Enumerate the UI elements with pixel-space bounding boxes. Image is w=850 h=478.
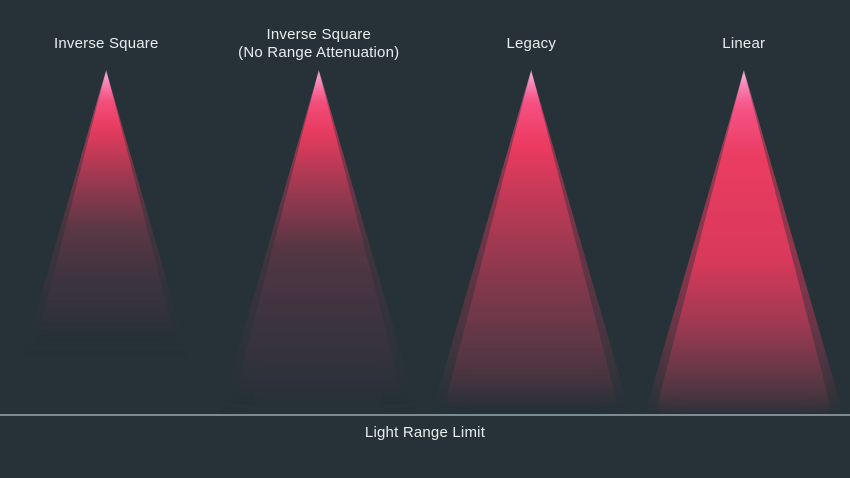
cone-outer-glow — [219, 70, 419, 415]
column-linear: Linear — [638, 0, 850, 478]
label-line: Inverse Square — [53, 35, 159, 52]
column-label-inverse-square-no-range-attenuation: Inverse Square (No Range Attenuation) — [193, 14, 446, 74]
cone-outer-glow — [6, 70, 206, 415]
light-cone-inverse-square-no-range-attenuation — [219, 70, 419, 415]
label-line: Inverse Square — [266, 26, 372, 43]
light-cone-linear — [644, 70, 844, 415]
light-cone-inverse-square — [6, 70, 206, 415]
label-line: Legacy — [506, 35, 557, 52]
column-label-inverse-square: Inverse Square — [0, 14, 233, 74]
column-inverse-square-no-range-attenuation: Inverse Square (No Range Attenuation) — [213, 0, 426, 478]
label-line: Linear — [722, 35, 766, 52]
light-range-limit-line — [0, 414, 850, 416]
column-legacy: Legacy — [425, 0, 638, 478]
cone-core — [442, 70, 621, 415]
light-range-limit-label: Light Range Limit — [364, 424, 486, 441]
column-inverse-square: Inverse Square — [0, 0, 213, 478]
cone-core — [17, 70, 196, 415]
cone-outer-glow — [431, 70, 631, 415]
light-cone-legacy — [431, 70, 631, 415]
cone-core — [229, 70, 408, 415]
column-label-linear: Linear — [618, 14, 850, 74]
label-line: (No Range Attenuation) — [238, 44, 400, 61]
cone-core — [654, 70, 833, 415]
column-label-legacy: Legacy — [405, 14, 658, 74]
cone-outer-glow — [644, 70, 844, 415]
